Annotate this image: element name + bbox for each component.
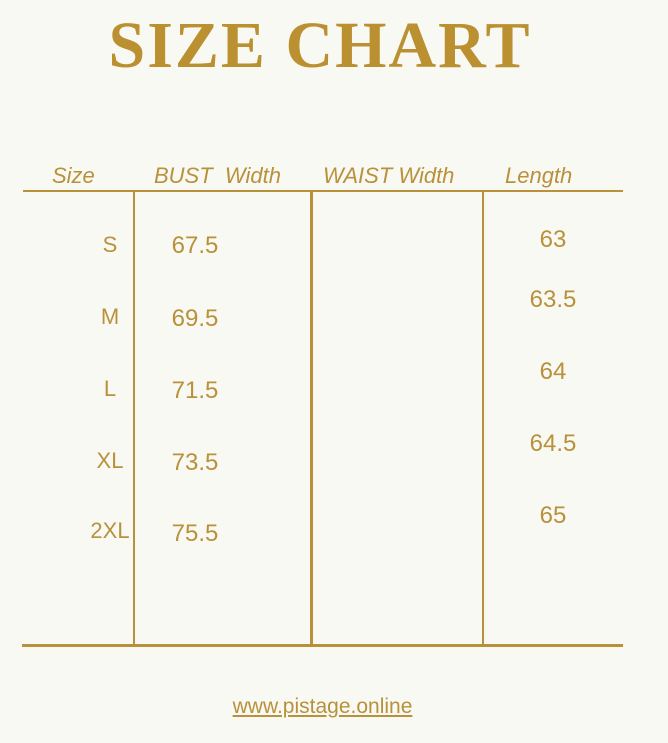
cell-size: M: [100, 304, 120, 329]
cell-length: 64: [539, 358, 567, 385]
column-divider: [310, 191, 313, 646]
cell-length: 64.5: [529, 430, 577, 457]
cell-bust: 69.5: [171, 305, 219, 332]
cell-bust: 71.5: [171, 377, 219, 404]
header-bust: BUST Width: [154, 163, 281, 188]
cell-size: 2XL: [90, 518, 130, 543]
page-title: SIZE CHART: [108, 9, 532, 82]
header-divider: [23, 190, 623, 192]
header-size: Size: [52, 163, 95, 188]
cell-length: 65: [539, 502, 567, 529]
cell-bust: 67.5: [171, 232, 219, 259]
column-divider: [133, 191, 135, 646]
cell-bust: 73.5: [171, 449, 219, 476]
column-divider: [482, 191, 484, 646]
bottom-divider: [22, 644, 623, 647]
cell-size: S: [102, 232, 118, 257]
website-link[interactable]: www.pistage.online: [232, 695, 413, 718]
header-waist: WAIST Width: [323, 163, 455, 188]
header-length: Length: [505, 163, 573, 188]
cell-bust: 75.5: [171, 520, 219, 547]
cell-length: 63: [539, 226, 567, 253]
cell-length: 63.5: [529, 286, 577, 313]
cell-size: L: [103, 376, 117, 401]
cell-size: XL: [96, 448, 124, 473]
